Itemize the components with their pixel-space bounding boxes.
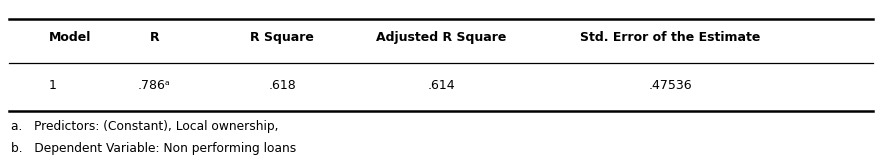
Text: .618: .618 xyxy=(268,79,296,92)
Text: a.   Predictors: (Constant), Local ownership,: a. Predictors: (Constant), Local ownersh… xyxy=(11,120,278,133)
Text: Adjusted R Square: Adjusted R Square xyxy=(376,31,506,44)
Text: .47536: .47536 xyxy=(648,79,692,92)
Text: Std. Error of the Estimate: Std. Error of the Estimate xyxy=(580,31,760,44)
Text: R Square: R Square xyxy=(250,31,314,44)
Text: b.   Dependent Variable: Non performing loans: b. Dependent Variable: Non performing lo… xyxy=(11,142,295,155)
Text: 1: 1 xyxy=(49,79,56,92)
Text: .786ᵃ: .786ᵃ xyxy=(138,79,171,92)
Text: .614: .614 xyxy=(427,79,455,92)
Text: R: R xyxy=(150,31,159,44)
Text: Model: Model xyxy=(49,31,91,44)
